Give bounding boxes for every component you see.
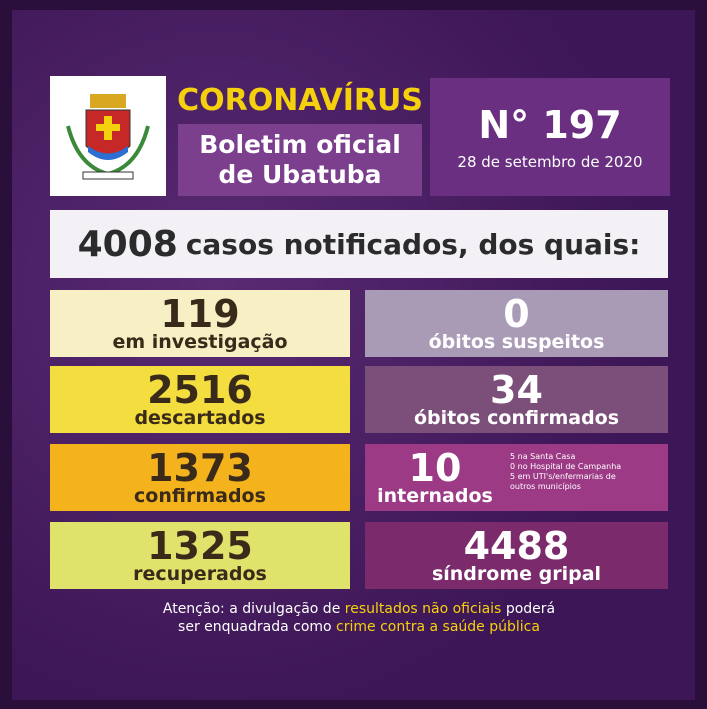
- stat-value: 2516: [147, 367, 253, 412]
- stat-card: 34 óbitos confirmados: [365, 366, 668, 433]
- note-line: outros municípios: [510, 482, 581, 491]
- stat-label: síndrome gripal: [431, 562, 602, 585]
- stat-label: em investigação: [112, 330, 288, 353]
- stat-label: descartados: [134, 406, 266, 429]
- stat-value: 119: [160, 291, 240, 336]
- stat-card: 0 óbitos suspeitos: [365, 290, 668, 357]
- banner: 4008 casos notificados, dos quais:: [50, 210, 668, 278]
- stat-label: internados: [377, 484, 493, 507]
- stat-card: 4488 síndrome gripal: [365, 522, 668, 589]
- stat-value: 1373: [147, 445, 253, 490]
- banner-text: casos notificados, dos quais:: [185, 227, 641, 261]
- crest: [66, 94, 150, 180]
- stat-label: óbitos confirmados: [413, 406, 620, 429]
- note-line: 0 no Hospital de Campanha: [510, 462, 622, 471]
- stat-value: 34: [490, 367, 543, 412]
- stat-card: 1325 recuperados: [50, 522, 350, 589]
- title-line: de Ubatuba: [218, 160, 382, 189]
- note-line: 5 em UTI's/enfermarias de: [510, 472, 616, 481]
- notes-bg: [505, 444, 668, 511]
- title-line: Boletim oficial: [199, 130, 401, 159]
- stat-label: confirmados: [134, 484, 266, 507]
- stat-card: 119 em investigação: [50, 290, 350, 357]
- footer-highlight: resultados não oficiais: [344, 601, 502, 617]
- footer-highlight: crime contra a saúde pública: [336, 619, 540, 635]
- footer-text: poderá: [505, 601, 556, 617]
- edition-number: N° 197: [478, 103, 622, 147]
- stat-value: 0: [503, 291, 530, 336]
- logo-box: [50, 76, 166, 196]
- stat-card: 10 internados: [365, 444, 505, 511]
- stat-card: 1373 confirmados: [50, 444, 350, 511]
- title-box: Boletim oficial de Ubatuba: [178, 124, 422, 196]
- stat-label: recuperados: [133, 562, 267, 585]
- stat-value: 4488: [463, 523, 570, 568]
- footer-text: Atenção: a divulgação de: [162, 601, 341, 617]
- footer: Atenção: a divulgação de resultados não …: [50, 596, 668, 640]
- stat-label: óbitos suspeitos: [428, 330, 605, 353]
- stat-value: 1325: [147, 523, 253, 568]
- footer-text: ser enquadrada como: [178, 619, 332, 635]
- stat-card: 2516 descartados: [50, 366, 350, 433]
- note-line: 5 na Santa Casa: [510, 452, 576, 461]
- stat-value: 10: [408, 445, 462, 490]
- kicker: CORONAVÍRUS: [177, 82, 423, 118]
- total-cases: 4008: [77, 223, 178, 265]
- notes: 5 na Santa Casa 0 no Hospital de Campanha…: [510, 452, 621, 492]
- edition-box: N° 197 28 de setembro de 2020: [430, 78, 670, 196]
- date: 28 de setembro de 2020: [457, 153, 643, 171]
